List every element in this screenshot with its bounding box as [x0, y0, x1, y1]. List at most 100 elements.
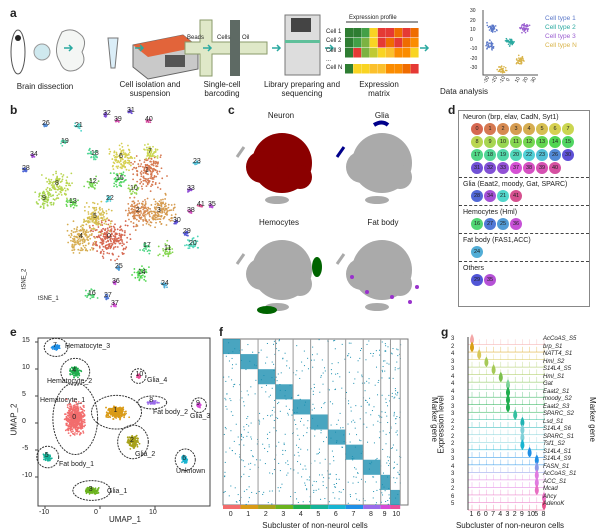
tsne-point [136, 205, 139, 208]
tsne-point [58, 185, 61, 188]
heatmap-dot [394, 369, 396, 371]
tsne-point [45, 188, 48, 191]
umap-point [77, 407, 79, 410]
tsne-point [171, 219, 173, 222]
tsne-point [102, 214, 104, 216]
tsne-blob [288, 165, 312, 189]
heatmap-dot [364, 500, 366, 502]
tsne-point [101, 219, 104, 222]
heatmap-dot [271, 387, 273, 389]
heatmap-dot [364, 382, 366, 384]
tsne-point [47, 196, 50, 199]
tsne-point [50, 178, 53, 181]
heatmap-dot [396, 477, 398, 479]
tsne-point [97, 218, 100, 221]
scatter-point [520, 62, 522, 65]
y-tick: 3 [451, 358, 455, 365]
cluster-badge: 39 [536, 162, 548, 174]
tsne-point [86, 180, 89, 183]
heatmap-dot [247, 431, 249, 433]
scatter-point [486, 24, 489, 27]
tsne-point [51, 184, 54, 186]
tsne-point [99, 237, 102, 240]
tsne-point [143, 278, 146, 281]
tsne-point [170, 204, 173, 206]
magnifier-icon [33, 43, 51, 61]
heatmap-dot [361, 374, 363, 376]
heatmap-dot [320, 498, 322, 500]
heatmap-dot [279, 384, 281, 386]
gene-label: Ahcy [543, 493, 557, 500]
tsne-point [92, 242, 95, 245]
heatmap-dot [335, 373, 337, 375]
cluster-badge: 21 [497, 190, 509, 202]
heatmap-dot [273, 419, 275, 421]
gene-label: Gat [543, 381, 553, 388]
tsne-point [157, 215, 159, 218]
heatmap-dot [250, 450, 252, 452]
tsne-point [40, 194, 43, 197]
heatmap-dot [372, 424, 374, 426]
heatmap-dot [343, 434, 345, 436]
tsne-point [60, 193, 63, 196]
scatter-point [521, 31, 523, 34]
heatmap-dot [316, 353, 318, 355]
heatmap-dot [259, 412, 261, 414]
heatmap-dot [240, 359, 242, 361]
tsne-point [54, 188, 57, 191]
umap-point [68, 421, 71, 424]
heatmap-dot [331, 450, 333, 452]
tsne-point [89, 234, 91, 236]
heatmap-dot [295, 374, 297, 376]
tsne-point [53, 199, 56, 201]
larva-icon [10, 29, 26, 75]
heatmap-dot [395, 423, 397, 425]
heatmap-dot [264, 447, 266, 449]
umap-point [79, 412, 82, 415]
heatmap-dot [330, 437, 332, 439]
tsne-point [160, 215, 163, 218]
umap-point [153, 400, 156, 403]
heatmap-dot [234, 383, 236, 385]
y-tick: 5 [22, 391, 26, 398]
arrow-icon [272, 44, 282, 52]
heatmap-dot [273, 406, 275, 408]
tsne-point [144, 211, 146, 214]
heatmap-dot [231, 450, 233, 452]
heatmap-dot [364, 481, 366, 483]
tsne-point [115, 178, 118, 181]
tsne-point [149, 224, 152, 227]
x-tick: 4 [298, 511, 303, 518]
scatter-point [517, 54, 520, 57]
heatmap-dot [269, 394, 271, 396]
tsne-point [52, 198, 55, 201]
y-tick: 3 [451, 448, 455, 455]
tsne-point [96, 297, 99, 299]
heatmap-dot [319, 462, 321, 464]
tsne-point [127, 144, 129, 147]
tsne-point [141, 274, 144, 277]
heatmap-dot [384, 411, 386, 413]
heatmap-dot [381, 377, 383, 379]
tsne-point [129, 164, 132, 167]
heatmap-dot [299, 420, 301, 422]
heatmap-dot [272, 473, 274, 475]
tsne-point [116, 161, 119, 164]
tsne-point [125, 168, 128, 171]
heatmap-dot [387, 460, 389, 462]
heatmap-dot [363, 423, 365, 425]
heatmap-dot [275, 430, 277, 432]
tsne-point [155, 221, 157, 224]
umap-point [64, 429, 67, 432]
y-tick: 3 [451, 396, 455, 403]
cluster-name: Glia_4 [147, 377, 168, 384]
tsne-point [146, 182, 149, 185]
scatter-point [488, 39, 491, 41]
tsne-point [71, 243, 74, 246]
tsne-point [97, 235, 100, 238]
heatmap-dot [304, 401, 306, 403]
heatmap-dot [243, 490, 245, 492]
scatter-point [490, 41, 493, 43]
y-tick: 4 [451, 463, 455, 470]
tsne-point [59, 181, 62, 183]
